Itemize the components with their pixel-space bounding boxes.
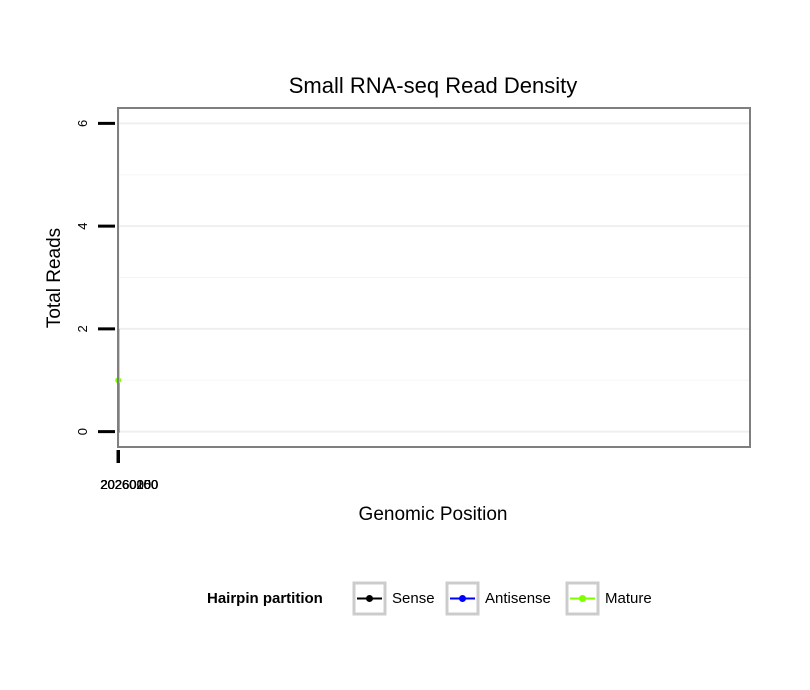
y-tick-label: 2 [75, 325, 90, 332]
y-tick-label: 6 [75, 120, 90, 127]
legend-key-point [459, 595, 466, 602]
x-tick-label: 20260100 [100, 477, 158, 492]
legend-item-antisense: Antisense [445, 581, 551, 616]
chart-title: Small RNA-seq Read Density [289, 73, 578, 98]
y-axis: 0 2 4 6 [75, 120, 115, 435]
y-tick-label: 0 [75, 428, 90, 435]
x-axis-title: Genomic Position [359, 504, 508, 525]
plot-border [117, 107, 751, 448]
legend-item-mature: Mature [565, 581, 652, 616]
x-tick-label: 20260150 [100, 477, 158, 492]
x-tick-label: 20260050 [100, 477, 158, 492]
grid [117, 108, 750, 447]
legend-label: Sense [392, 590, 435, 607]
legend-title: Hairpin partition [207, 590, 323, 607]
x-tick-label: 20260000 [101, 477, 159, 492]
y-axis-title: Total Reads [44, 228, 65, 328]
legend-key-point [366, 595, 373, 602]
legend-key-point [579, 595, 586, 602]
y-tick-label: 4 [75, 223, 90, 230]
legend-label: Antisense [485, 590, 551, 607]
legend-item-sense: Sense [352, 581, 435, 616]
x-tick-label: 20260200 [100, 477, 158, 492]
legend: Hairpin partition Sense Antisense Mature [207, 581, 652, 616]
legend-label: Mature [605, 590, 652, 607]
